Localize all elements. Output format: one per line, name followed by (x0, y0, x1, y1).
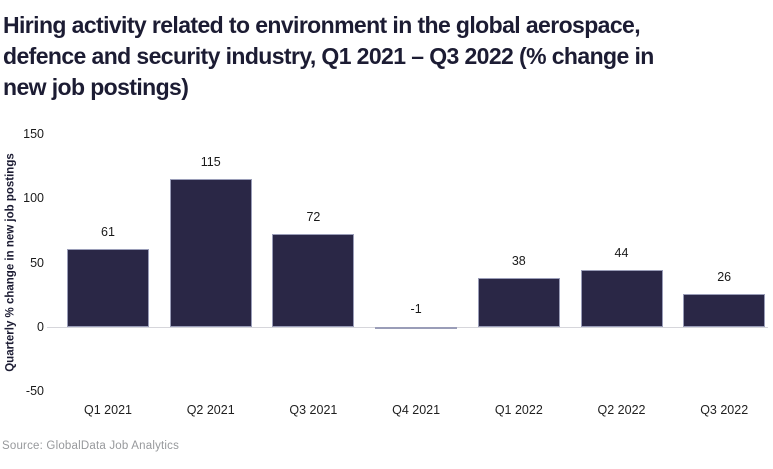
bar (375, 327, 458, 329)
x-tick-label: Q4 2021 (392, 403, 441, 417)
bar (580, 270, 663, 327)
x-tick-label: Q2 2021 (186, 403, 235, 417)
bar-value-label: 72 (306, 210, 321, 224)
bar (67, 249, 149, 327)
x-tick-label: Q3 2022 (700, 403, 749, 417)
bar-value-label: 44 (614, 246, 629, 260)
bar-value-label: 26 (717, 270, 732, 284)
y-tick-label: 0 (37, 320, 44, 334)
y-tick-label: 150 (23, 127, 44, 141)
x-tick-label: Q3 2021 (289, 403, 338, 417)
chart-title: Hiring activity related to environment i… (3, 12, 654, 100)
bar (477, 278, 560, 327)
y-tick-label: 100 (23, 191, 44, 206)
bar-value-label: -1 (410, 302, 422, 316)
y-tick-label: 50 (30, 255, 44, 270)
y-tick-label: -50 (25, 384, 44, 399)
x-tick-label: Q1 2022 (494, 403, 543, 417)
bar-value-label: 61 (101, 225, 115, 239)
x-tick-label: Q1 2021 (84, 403, 132, 417)
bar (683, 294, 766, 327)
x-tick-label: Q2 2022 (597, 403, 646, 417)
source-note: Source: GlobalData Job Analytics (2, 440, 180, 452)
bar-value-label: 115 (200, 155, 221, 169)
bar (169, 179, 252, 327)
bar-value-label: 38 (511, 254, 526, 268)
bar (272, 234, 355, 327)
